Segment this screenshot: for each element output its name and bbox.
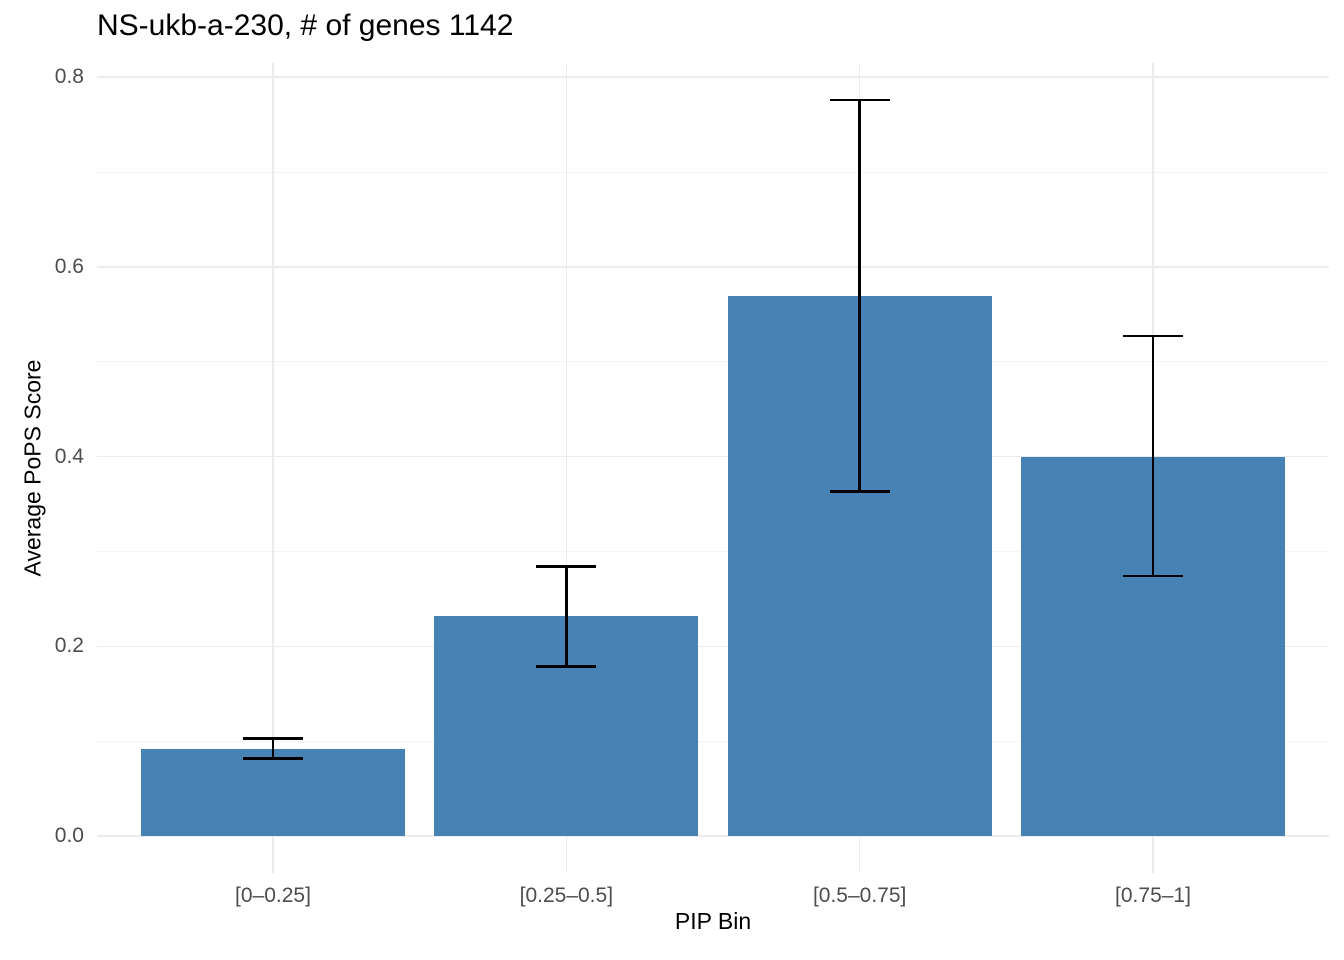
gridline-major-y bbox=[97, 266, 1329, 268]
gridline-major-y bbox=[97, 455, 1329, 458]
error-bar-cap-bottom bbox=[536, 664, 597, 668]
gridline-minor-y bbox=[97, 171, 1329, 173]
bar bbox=[141, 748, 405, 836]
y-tick-label: 0.4 bbox=[54, 444, 84, 468]
error-bar-stem bbox=[858, 99, 861, 492]
error-bar-cap-bottom bbox=[1123, 574, 1183, 578]
error-bar-cap-bottom bbox=[829, 490, 890, 494]
error-bar-cap-top bbox=[1123, 334, 1183, 338]
x-tick-label: [0–0.25] bbox=[235, 884, 311, 907]
error-bar-cap-top bbox=[829, 98, 890, 102]
error-bar-stem bbox=[271, 738, 275, 759]
y-tick-label: 0.6 bbox=[54, 254, 84, 278]
gridline-minor-y bbox=[97, 740, 1329, 742]
gridline-major-y bbox=[97, 645, 1329, 648]
x-tick-label: [0.5–0.75] bbox=[812, 884, 907, 907]
y-tick-label: 0.0 bbox=[54, 824, 84, 847]
error-bar-cap-top bbox=[536, 565, 597, 568]
gridline-major-x bbox=[565, 63, 568, 873]
gridline-minor-y bbox=[97, 550, 1329, 552]
error-bar-cap-bottom bbox=[243, 756, 303, 760]
y-tick-label: 0.2 bbox=[54, 634, 84, 658]
x-tick-label: [0.75–1] bbox=[1115, 884, 1191, 907]
gridline-major-y bbox=[97, 835, 1329, 837]
gridline-major-y bbox=[97, 76, 1329, 79]
error-bar-cap-top bbox=[243, 736, 303, 740]
error-bar-stem bbox=[564, 566, 568, 667]
gridline-major-x bbox=[272, 63, 274, 873]
error-bar-stem bbox=[1151, 336, 1155, 577]
chart-title: NS-ukb-a-230, # of genes 1142 bbox=[97, 9, 514, 42]
gridline-minor-y bbox=[97, 361, 1329, 363]
y-tick-label: 0.8 bbox=[54, 65, 84, 89]
x-axis-title: PIP Bin bbox=[674, 908, 752, 934]
plot-panel bbox=[97, 63, 1329, 873]
x-tick-label: [0.25–0.5] bbox=[519, 884, 614, 907]
